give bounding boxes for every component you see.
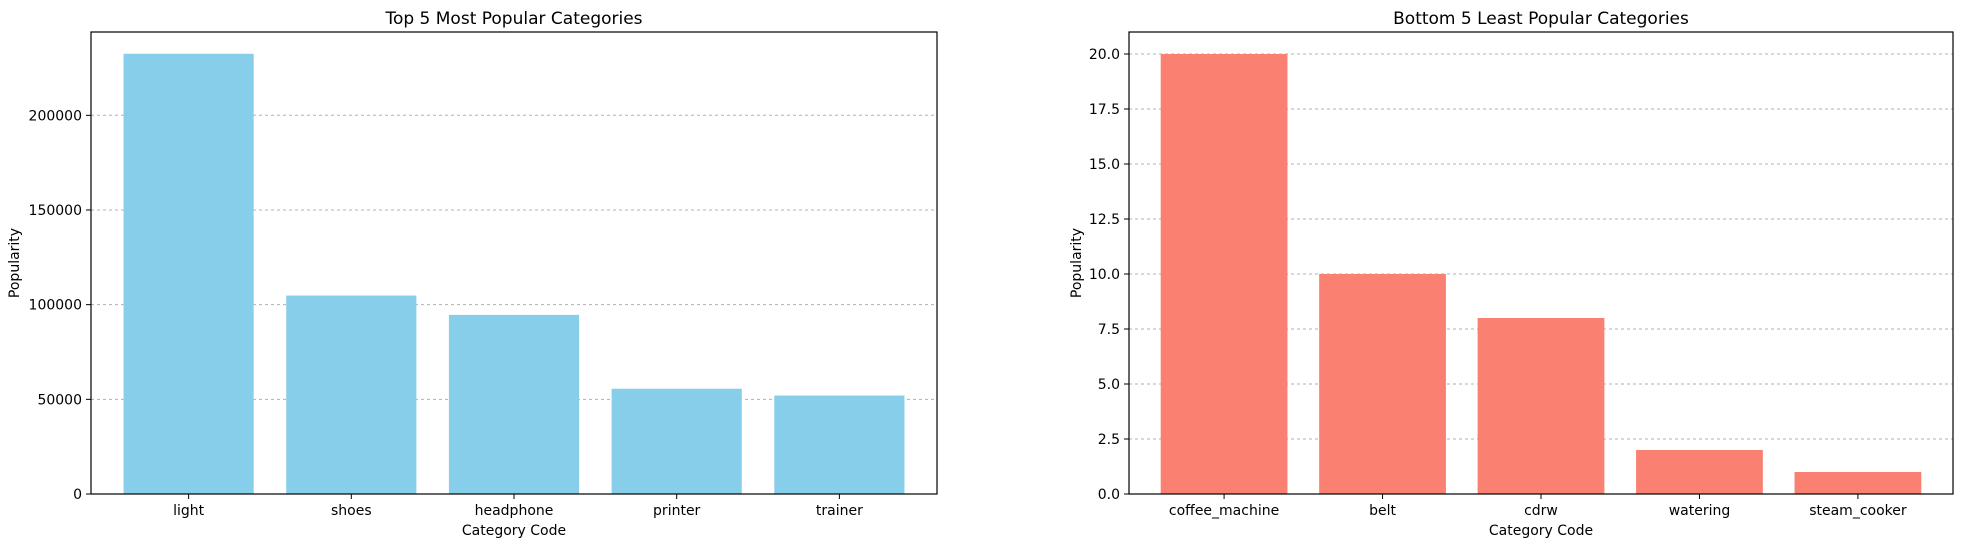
x-tick-label: light bbox=[173, 503, 205, 519]
x-tick-label: cdrw bbox=[1524, 503, 1558, 519]
chart-title: Top 5 Most Popular Categories bbox=[384, 9, 642, 29]
y-tick-label: 15.0 bbox=[1089, 157, 1120, 173]
y-tick-label: 7.5 bbox=[1098, 322, 1120, 338]
bar-light bbox=[123, 53, 254, 494]
x-axis-label: Category Code bbox=[1489, 523, 1593, 539]
y-tick-label: 100000 bbox=[29, 298, 82, 314]
y-axis-label: Popularity bbox=[1069, 228, 1085, 298]
y-tick-label: 2.5 bbox=[1098, 432, 1120, 448]
chart-title: Bottom 5 Least Popular Categories bbox=[1393, 9, 1689, 29]
bottom-categories-chart: 0.0 2.5 5.0 7.5 10.0 12.5 15.0 17.5 20.0 coffee_m… bbox=[1069, 9, 1954, 539]
bar-belt bbox=[1319, 274, 1446, 494]
bar-cdrw bbox=[1477, 318, 1605, 494]
y-tick-label: 0 bbox=[73, 487, 82, 503]
y-tick-label: 5.0 bbox=[1098, 377, 1120, 393]
y-tick-label: 200000 bbox=[29, 108, 82, 124]
bar-coffee_machine bbox=[1160, 54, 1288, 494]
y-tick-label: 0.0 bbox=[1098, 487, 1120, 503]
x-axis-label: Category Code bbox=[462, 523, 566, 539]
x-tick-label: printer bbox=[653, 503, 701, 519]
x-tick-label: trainer bbox=[816, 503, 863, 519]
y-tick-label: 50000 bbox=[37, 392, 82, 408]
x-tick-label: headphone bbox=[475, 503, 554, 519]
x-tick-label: watering bbox=[1669, 503, 1731, 519]
x-tick-label: shoes bbox=[331, 503, 372, 519]
y-tick-label: 150000 bbox=[29, 203, 82, 219]
y-tick-label: 10.0 bbox=[1089, 267, 1120, 283]
top-categories-chart: 0 50000 100000 150000 200000 light shoes headph… bbox=[7, 9, 938, 539]
bar-watering bbox=[1636, 450, 1763, 494]
bar-headphone bbox=[448, 314, 580, 494]
bar-steam_cooker bbox=[1794, 472, 1922, 494]
x-tick-label: belt bbox=[1369, 503, 1396, 519]
bar-printer bbox=[611, 388, 742, 494]
y-tick-label: 20.0 bbox=[1089, 47, 1120, 63]
bar-shoes bbox=[286, 295, 417, 494]
y-axis-label: Popularity bbox=[7, 228, 23, 298]
y-tick-label: 17.5 bbox=[1089, 102, 1120, 118]
y-tick-label: 12.5 bbox=[1089, 212, 1120, 228]
x-tick-label: steam_cooker bbox=[1809, 503, 1907, 519]
x-tick-label: coffee_machine bbox=[1169, 503, 1279, 519]
bar-trainer bbox=[774, 395, 905, 494]
